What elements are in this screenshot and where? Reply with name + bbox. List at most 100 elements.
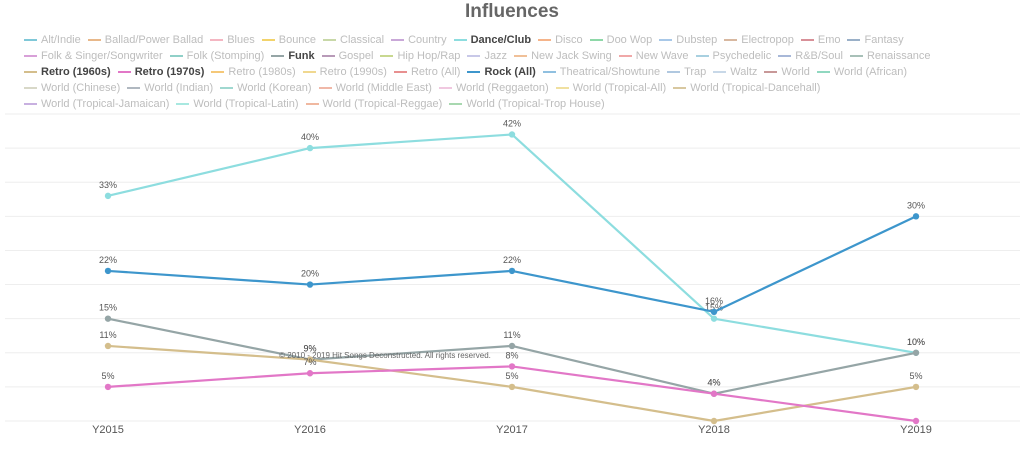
data-point-retro-1970s [912,417,920,425]
data-point-funk [508,342,516,350]
legend-item-theatrical-showtune[interactable]: Theatrical/Showtune [542,66,660,78]
data-label-funk: 15% [99,303,117,313]
legend-item-world-african[interactable]: World (African) [816,66,908,78]
legend-swatch [800,39,814,41]
legend-item-dance-club[interactable]: Dance/Club [453,34,531,46]
data-label-retro-1960s: 11% [99,330,116,340]
legend-item-electropop[interactable]: Electropop [724,34,794,46]
data-point-retro-1960s [912,383,920,391]
legend-item-rock-all[interactable]: Rock (All) [467,66,536,78]
legend-label: Funk [288,50,315,62]
legend-item-world-reggaeton[interactable]: World (Reggaeton) [438,82,549,94]
legend-item-world[interactable]: World [764,66,810,78]
legend-item-bounce[interactable]: Bounce [261,34,317,46]
legend-item-doo-wop[interactable]: Doo Wop [589,34,653,46]
legend-item-country[interactable]: Country [391,34,447,46]
legend-label: Retro (1960s) [41,66,111,78]
legend-item-classical[interactable]: Classical [323,34,384,46]
legend-label: Doo Wop [606,34,653,46]
data-point-rock-all [104,267,112,275]
legend-label: World (African) [833,66,908,78]
legend-item-world-tropical-reggae[interactable]: World (Tropical-Reggae) [305,98,443,110]
legend-swatch [449,103,463,105]
legend-item-world-tropical-jamaican[interactable]: World (Tropical-Jamaican) [24,98,169,110]
legend-item-gospel[interactable]: Gospel [321,50,373,62]
legend-item-ballad-power-ballad[interactable]: Ballad/Power Ballad [87,34,203,46]
legend-item-hip-hop-rap[interactable]: Hip Hop/Rap [380,50,460,62]
legend-item-retro-1990s[interactable]: Retro (1990s) [302,66,387,78]
legend-item-retro-1970s[interactable]: Retro (1970s) [117,66,205,78]
legend-item-world-indian[interactable]: World (Indian) [127,82,213,94]
legend-item-folk-singer-songwriter[interactable]: Folk & Singer/Songwriter [24,50,163,62]
data-point-dance-club [306,144,314,152]
legend-label: World (Tropical-Trop House) [466,98,605,110]
chart-legend: Alt/Indie Ballad/Power Ballad Blues Bounce C… [24,32,1014,112]
x-tick-label: Y2019 [900,424,932,436]
series-line-dance-club [107,133,917,354]
data-label-retro-1970s: 5% [101,371,114,381]
legend-item-dubstep[interactable]: Dubstep [659,34,717,46]
x-tick-label: Y2015 [92,424,124,436]
legend-item-funk[interactable]: Funk [271,50,315,62]
legend-item-psychedelic[interactable]: Psychedelic [695,50,771,62]
legend-item-jazz[interactable]: Jazz [467,50,507,62]
legend-item-emo[interactable]: Emo [800,34,840,46]
data-point-rock-all [306,281,314,288]
legend-item-waltz[interactable]: Waltz [713,66,757,78]
legend-label: Retro (1970s) [134,66,205,78]
legend-item-renaissance[interactable]: Renaissance [849,50,931,62]
legend-swatch [695,55,709,57]
legend-row: Retro (1960s) Retro (1970s) Retro (1980s) R… [24,64,1014,80]
legend-item-world-tropical-trop-house[interactable]: World (Tropical-Trop House) [449,98,605,110]
data-label-funk: 11% [503,330,520,340]
legend-label: Jazz [484,50,508,62]
legend-label: World (Chinese) [41,82,121,94]
legend-item-world-tropical-all[interactable]: World (Tropical-All) [555,82,666,94]
legend-item-blues[interactable]: Blues [210,34,255,46]
legend-label: Rock (All) [484,66,536,78]
legend-row: World (Tropical-Jamaican) World (Tropical… [24,96,1014,112]
legend-item-new-wave[interactable]: New Wave [618,50,689,62]
legend-item-retro-all[interactable]: Retro (All) [393,66,460,78]
legend-label: World (Tropical-Reggae) [322,98,443,110]
legend-swatch [302,71,316,73]
legend-swatch [713,71,727,73]
data-label-retro-1970s: 8% [505,350,518,360]
legend-item-trap[interactable]: Trap [667,66,706,78]
data-point-funk [912,349,920,356]
legend-item-world-middle-east[interactable]: World (Middle East) [318,82,432,94]
legend-item-world-chinese[interactable]: World (Chinese) [24,82,120,94]
legend-item-retro-1960s[interactable]: Retro (1960s) [24,66,111,78]
legend-label: World (Tropical-Jamaican) [41,98,170,110]
legend-item-retro-1980s[interactable]: Retro (1980s) [211,66,296,78]
legend-row: Alt/Indie Ballad/Power Ballad Blues Bounce C… [24,32,1014,48]
legend-item-world-tropical-dancehall[interactable]: World (Tropical-Dancehall) [673,82,820,94]
legend-label: Bounce [278,34,317,46]
data-label-rock-all: 16% [705,296,723,306]
data-label-retro-1970s: 4% [707,378,720,388]
legend-label: Retro (1980s) [228,66,296,78]
legend-item-world-tropical-latin[interactable]: World (Tropical-Latin) [176,98,299,110]
legend-item-r-b-soul[interactable]: R&B/Soul [778,50,843,62]
legend-swatch [169,55,183,57]
legend-item-alt-indie[interactable]: Alt/Indie [24,34,81,46]
data-point-retro-1970s [508,363,516,370]
legend-item-folk-stomping[interactable]: Folk (Stomping) [169,50,264,62]
legend-label: Electropop [741,34,794,46]
legend-swatch [659,39,673,41]
legend-label: Alt/Indie [41,34,81,46]
legend-item-new-jack-swing[interactable]: New Jack Swing [514,50,612,62]
legend-label: World (Reggaeton) [455,82,549,94]
data-label-retro-1960s: 9% [303,344,316,354]
legend-label: Waltz [730,66,758,78]
data-point-rock-all [710,308,718,316]
data-label-funk: 4% [707,378,720,388]
legend-label: Country [408,34,447,46]
data-label-retro-1970s: 7% [303,357,316,367]
legend-item-disco[interactable]: Disco [538,34,583,46]
legend-item-fantasy[interactable]: Fantasy [847,34,904,46]
legend-item-world-korean[interactable]: World (Korean) [220,82,312,94]
data-point-rock-all [508,267,516,275]
legend-swatch [538,39,552,41]
